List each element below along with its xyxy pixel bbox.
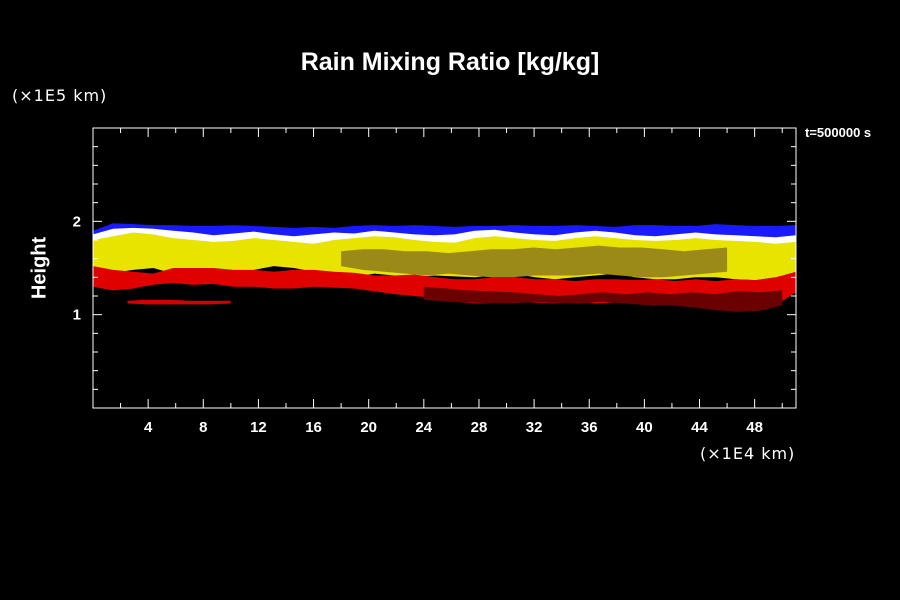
x-tick-label: 32: [526, 419, 543, 436]
x-tick-label: 48: [746, 419, 763, 436]
time-stamp-label: t=500000 s: [805, 125, 872, 140]
x-tick-label: 44: [691, 419, 708, 436]
y-tick-label: 1: [73, 307, 81, 324]
x-tick-label: 40: [636, 419, 653, 436]
field-layer-5: [423, 286, 783, 312]
y-axis-unit: (×1E5 km): [12, 86, 108, 105]
x-tick-label: 12: [250, 419, 267, 436]
y-tick-label: 2: [73, 213, 81, 230]
field-layer-6: [127, 299, 231, 305]
x-tick-label: 28: [471, 419, 488, 436]
x-tick-label: 20: [360, 419, 377, 436]
chart-title: Rain Mixing Ratio [kg/kg]: [300, 48, 600, 76]
x-tick-label: 24: [415, 419, 432, 436]
field-layer-3: [341, 245, 728, 278]
x-tick-label: 4: [144, 419, 153, 436]
x-tick-label: 36: [581, 419, 598, 436]
x-tick-label: 16: [305, 419, 322, 436]
x-axis-unit: (×1E4 km): [700, 444, 796, 463]
field-layers: [93, 223, 796, 312]
plot-frame: [92, 127, 797, 409]
x-tick-label: 8: [199, 419, 207, 436]
